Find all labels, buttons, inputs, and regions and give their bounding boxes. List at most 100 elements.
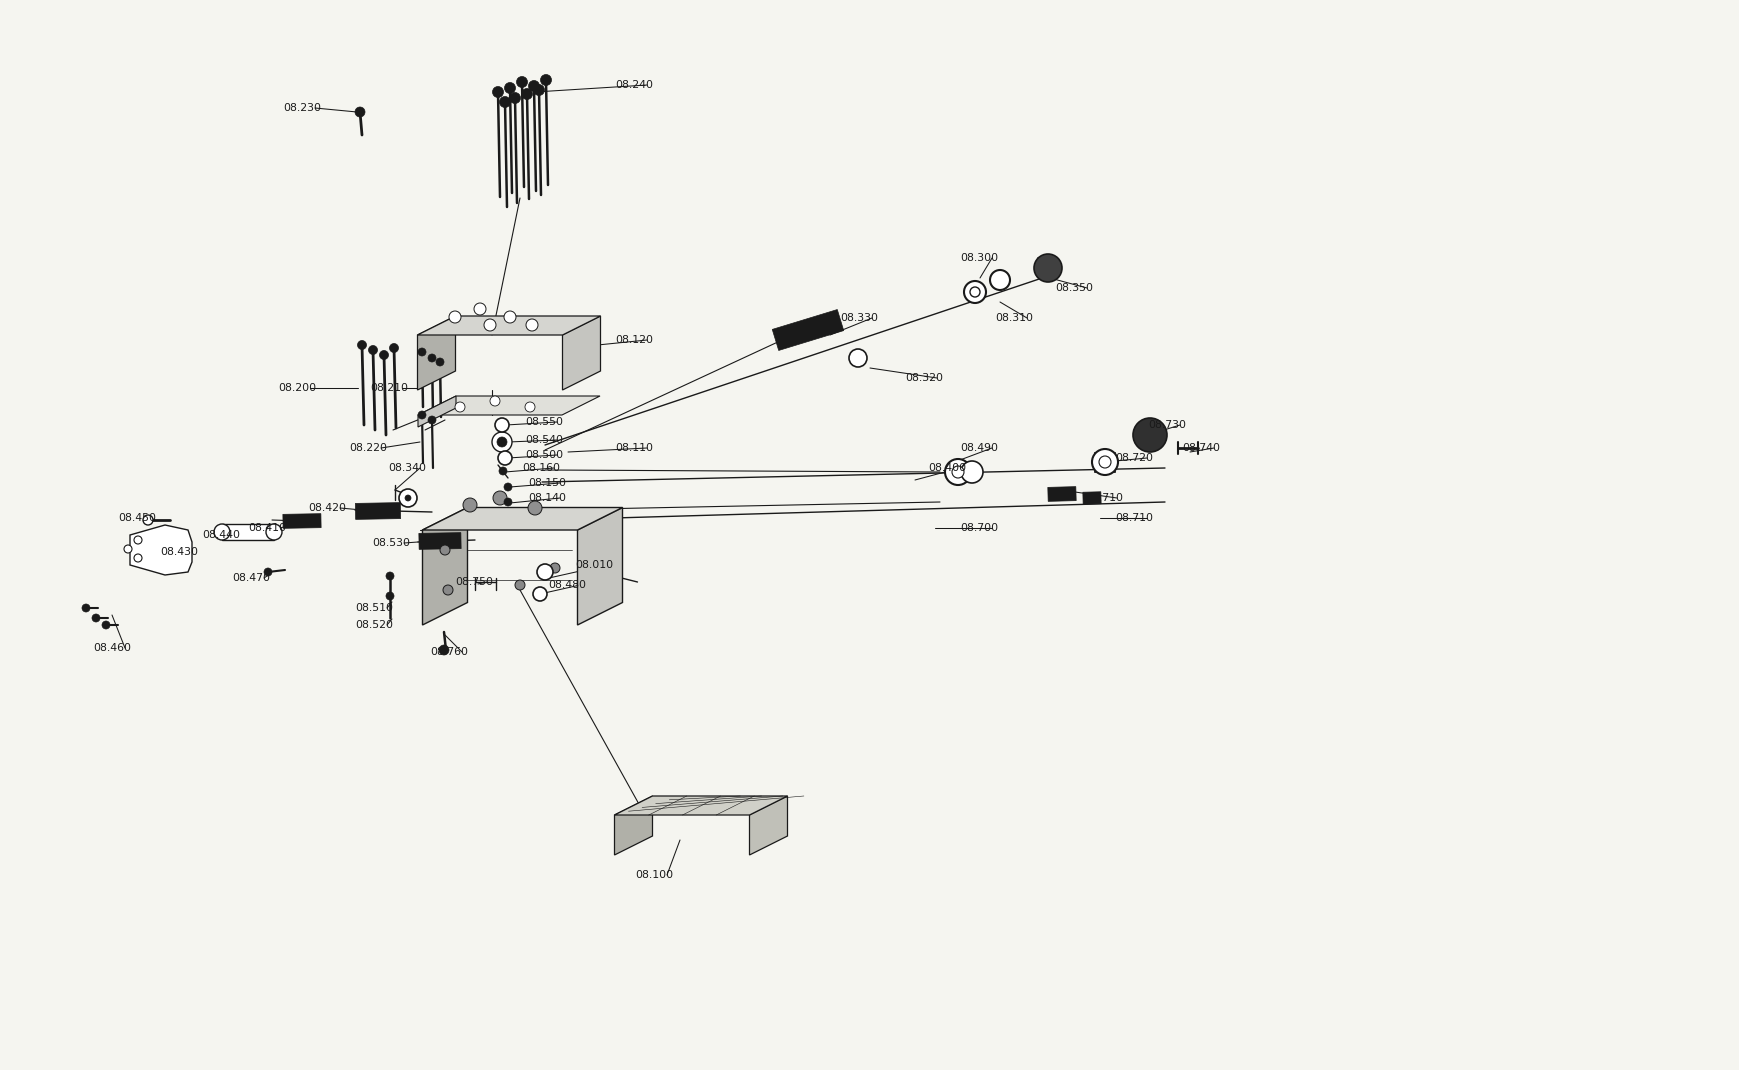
Text: 08.200: 08.200 xyxy=(278,383,316,393)
Circle shape xyxy=(454,402,464,412)
Text: 08.300: 08.300 xyxy=(960,253,998,263)
Text: 08.140: 08.140 xyxy=(527,493,565,503)
Circle shape xyxy=(438,645,449,655)
Circle shape xyxy=(510,92,520,104)
Circle shape xyxy=(123,545,132,553)
Polygon shape xyxy=(417,316,600,335)
Text: 08.230: 08.230 xyxy=(283,103,320,113)
Circle shape xyxy=(369,346,377,354)
Circle shape xyxy=(355,107,365,117)
Circle shape xyxy=(534,85,544,95)
Circle shape xyxy=(428,416,436,424)
Polygon shape xyxy=(130,525,191,575)
Circle shape xyxy=(390,343,398,352)
Circle shape xyxy=(527,501,541,515)
Polygon shape xyxy=(423,507,623,530)
Circle shape xyxy=(386,572,393,580)
Circle shape xyxy=(92,614,99,622)
Text: 08.410: 08.410 xyxy=(249,523,285,533)
Text: 08.350: 08.350 xyxy=(1054,282,1092,293)
Circle shape xyxy=(944,459,970,485)
Circle shape xyxy=(504,82,515,93)
Polygon shape xyxy=(419,533,461,549)
Text: 08.420: 08.420 xyxy=(308,503,346,513)
Polygon shape xyxy=(423,507,468,625)
Circle shape xyxy=(504,498,511,506)
Text: 08.510: 08.510 xyxy=(355,603,393,613)
Text: 08.470: 08.470 xyxy=(231,574,270,583)
Text: 08.100: 08.100 xyxy=(635,870,673,880)
Polygon shape xyxy=(417,396,600,415)
Circle shape xyxy=(532,587,546,601)
Circle shape xyxy=(134,536,143,544)
Text: 08.540: 08.540 xyxy=(525,435,563,445)
Text: 08.120: 08.120 xyxy=(614,335,652,345)
Circle shape xyxy=(529,80,539,92)
Circle shape xyxy=(497,450,511,465)
Circle shape xyxy=(82,603,90,612)
Circle shape xyxy=(264,568,271,576)
Circle shape xyxy=(1092,449,1118,475)
Text: 08.490: 08.490 xyxy=(960,443,998,453)
Circle shape xyxy=(134,554,143,562)
Polygon shape xyxy=(223,524,273,540)
Polygon shape xyxy=(562,316,600,389)
Polygon shape xyxy=(355,503,400,519)
Circle shape xyxy=(405,495,410,501)
Text: 08.760: 08.760 xyxy=(430,647,468,657)
Circle shape xyxy=(386,592,393,600)
Text: 08.710: 08.710 xyxy=(1115,513,1153,523)
Text: 08.220: 08.220 xyxy=(350,443,386,453)
Circle shape xyxy=(960,461,983,483)
Text: 08.550: 08.550 xyxy=(525,417,563,427)
Circle shape xyxy=(492,432,511,452)
Text: 08.330: 08.330 xyxy=(840,314,878,323)
Text: 08.520: 08.520 xyxy=(355,620,393,630)
Circle shape xyxy=(490,396,499,406)
Text: 08.110: 08.110 xyxy=(614,443,652,453)
Circle shape xyxy=(550,563,560,574)
Circle shape xyxy=(266,524,282,540)
Circle shape xyxy=(537,564,553,580)
Text: 08.700: 08.700 xyxy=(960,523,998,533)
Text: 08.310: 08.310 xyxy=(995,314,1033,323)
Circle shape xyxy=(398,489,417,507)
Circle shape xyxy=(494,418,510,432)
Polygon shape xyxy=(283,514,322,529)
Text: 08.480: 08.480 xyxy=(548,580,586,590)
Text: 08.500: 08.500 xyxy=(525,450,563,460)
Text: 08.720: 08.720 xyxy=(1115,453,1153,463)
Circle shape xyxy=(1132,418,1167,452)
Text: 08.710: 08.710 xyxy=(1085,493,1122,503)
Circle shape xyxy=(443,585,452,595)
Text: 08.730: 08.730 xyxy=(1148,421,1186,430)
Circle shape xyxy=(436,358,443,366)
Circle shape xyxy=(504,311,516,323)
Text: 08.440: 08.440 xyxy=(202,530,240,540)
Text: 08.160: 08.160 xyxy=(522,463,560,473)
Circle shape xyxy=(969,287,979,297)
Circle shape xyxy=(525,319,537,331)
Circle shape xyxy=(525,402,534,412)
Circle shape xyxy=(963,281,986,303)
Circle shape xyxy=(849,349,866,367)
Circle shape xyxy=(541,75,551,86)
Text: 08.210: 08.210 xyxy=(370,383,407,393)
Polygon shape xyxy=(417,396,456,427)
Circle shape xyxy=(1099,456,1111,468)
Circle shape xyxy=(428,354,436,362)
Text: 08.150: 08.150 xyxy=(527,478,565,488)
Circle shape xyxy=(103,621,110,629)
Circle shape xyxy=(417,348,426,356)
Polygon shape xyxy=(614,796,788,815)
Circle shape xyxy=(499,467,506,475)
Text: 08.400: 08.400 xyxy=(927,463,965,473)
Circle shape xyxy=(143,515,153,525)
Circle shape xyxy=(522,89,532,100)
Circle shape xyxy=(497,437,506,447)
Text: 08.530: 08.530 xyxy=(372,538,410,548)
Circle shape xyxy=(1033,254,1061,282)
Circle shape xyxy=(989,270,1009,290)
Circle shape xyxy=(492,87,503,97)
Circle shape xyxy=(499,96,510,107)
